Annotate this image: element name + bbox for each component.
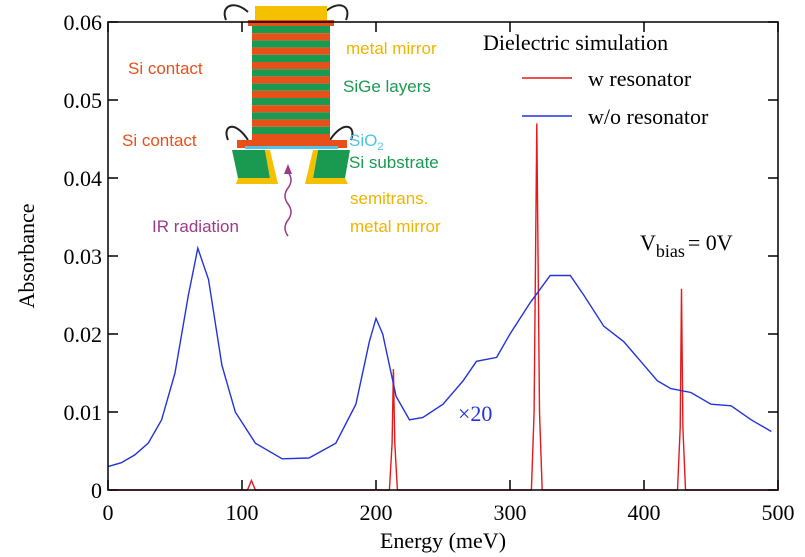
y-tick-label: 0 [91, 478, 102, 503]
inset-label: metal mirror [350, 217, 441, 236]
inset-label: IR radiation [152, 217, 239, 236]
x-tick-label: 200 [360, 500, 393, 525]
data-line [108, 123, 778, 491]
legend-label: w/o resonator [588, 104, 709, 129]
inset-label: semitrans. [350, 189, 428, 208]
inset-label: 2 [377, 141, 383, 153]
x-tick-label: 400 [628, 500, 661, 525]
annotation: V [640, 230, 656, 255]
annotation: bias [656, 241, 685, 261]
inset-label: SiO2 [349, 131, 383, 153]
y-tick-label: 0.06 [64, 10, 103, 35]
x-tick-label: 500 [762, 500, 795, 525]
y-axis-label: Absorbance [14, 203, 39, 308]
annotation: ×20 [458, 401, 492, 426]
annotation: Vbias = 0V [640, 230, 733, 261]
x-axis-label: Energy (meV) [380, 528, 506, 553]
plot-frame [107, 21, 779, 491]
device-diagram [223, 4, 354, 237]
y-tick-label: 0.02 [64, 322, 103, 347]
x-tick-label: 100 [226, 500, 259, 525]
inset-label: metal mirror [346, 39, 437, 58]
inset-label: Si contact [122, 131, 197, 150]
inset-label: SiGe layers [343, 77, 431, 96]
y-tick-label: 0.05 [64, 88, 103, 113]
inset-label: Si substrate [349, 153, 439, 172]
y-tick-label: 0.04 [64, 166, 103, 191]
inset-label: Si contact [128, 59, 203, 78]
y-tick-label: 0.01 [64, 400, 103, 425]
data-line [107, 245, 772, 468]
legend-title: Dielectric simulation [483, 30, 668, 55]
inset-label: SiO [349, 131, 377, 150]
annotation: = 0V [688, 230, 733, 255]
legend-label: w resonator [588, 66, 692, 91]
x-tick-label: 300 [494, 500, 527, 525]
x-tick-label: 0 [103, 500, 114, 525]
y-tick-label: 0.03 [64, 244, 103, 269]
